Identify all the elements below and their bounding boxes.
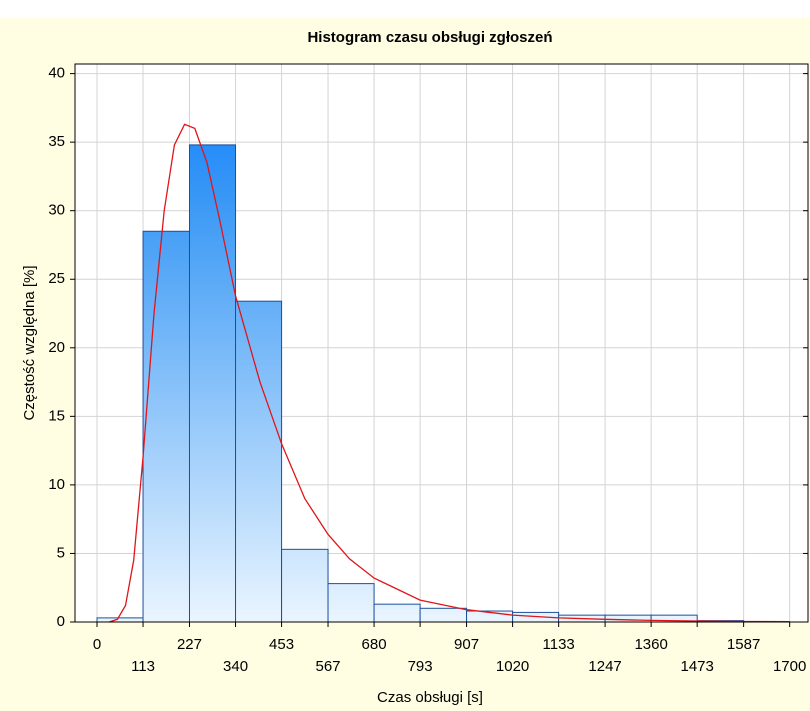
x-tick-label: 567 [316, 658, 341, 675]
x-tick-label: 1133 [543, 636, 575, 653]
bar [419, 607, 468, 623]
x-tick-label: 1700 [773, 658, 806, 675]
x-tick-label: 1587 [727, 636, 760, 653]
bar [373, 603, 421, 623]
y-tick-label: 20 [48, 339, 65, 356]
x-tick-label: 793 [408, 658, 433, 675]
bar [188, 144, 237, 623]
x-tick-label: 1020 [496, 658, 529, 675]
chart-title: Histogram czasu obsługi zgłoszeń [307, 29, 552, 46]
x-tick-label: 113 [131, 658, 155, 675]
y-axis-label: Częstość względna [%] [21, 265, 38, 420]
x-axis-label: Czas obsługi [s] [377, 689, 483, 706]
bar [235, 300, 283, 623]
x-tick-label: 1360 [634, 636, 667, 653]
y-tick-label: 30 [48, 202, 65, 219]
y-tick-label: 5 [57, 544, 65, 561]
y-tick-label: 15 [48, 407, 65, 424]
fit-curve [108, 123, 790, 623]
x-tick-label: 1473 [680, 658, 713, 675]
y-tick-label: 10 [48, 476, 65, 493]
x-tick-label: 340 [223, 658, 248, 675]
x-tick-label: 453 [269, 636, 294, 653]
y-tick-label: 40 [48, 65, 65, 82]
x-tick-label: 0 [93, 636, 101, 653]
y-tick-label: 0 [57, 613, 65, 630]
y-tick-label: 25 [48, 270, 65, 287]
y-tick-label: 35 [48, 133, 65, 150]
plot-layer: 0 5 10 15 20 25 30 35 40 0 113 227 340 453 567 680 793 90… [48, 63, 809, 675]
x-tick-label: 907 [454, 636, 479, 653]
bar [327, 583, 375, 623]
bar [281, 548, 329, 623]
bar [142, 230, 190, 623]
bar [604, 614, 652, 623]
x-tick-label: 1247 [588, 658, 621, 675]
bar [96, 617, 144, 623]
x-tick-label: 227 [177, 636, 202, 653]
plot-border [74, 63, 809, 623]
x-tick-label: 680 [362, 636, 387, 653]
